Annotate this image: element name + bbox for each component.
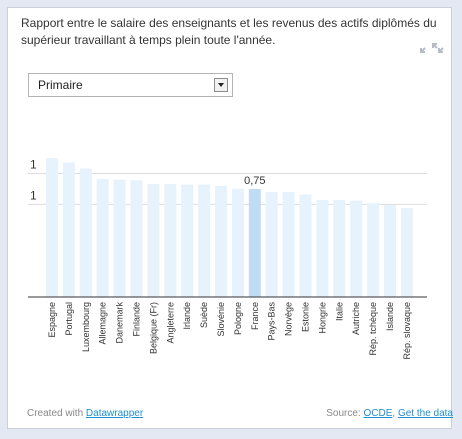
x-tick-label: France (250, 302, 260, 330)
bar (130, 180, 143, 297)
x-tick-label: Espagne (47, 302, 57, 338)
bar (46, 158, 58, 297)
bar (147, 183, 160, 297)
datawrapper-link[interactable]: Datawrapper (85, 408, 144, 419)
x-tick-label: Pologne (233, 302, 243, 335)
bar (350, 200, 363, 297)
level-select-value: Primaire (38, 78, 83, 92)
x-tick-label: Hongrie (317, 302, 327, 334)
bar (248, 188, 261, 297)
source-link[interactable]: OCDE (363, 408, 393, 419)
y-tick-label: 1 (30, 188, 37, 202)
bar (299, 194, 312, 297)
bar (215, 185, 227, 297)
y-tick-label: 1 (30, 158, 37, 172)
bar (231, 188, 244, 297)
x-tick-label: Danemark (115, 302, 125, 344)
bar (62, 162, 75, 297)
bar (367, 203, 380, 297)
footer-source: Source: OCDE, Get the data (326, 408, 453, 419)
bar (181, 184, 194, 297)
bar (79, 168, 92, 297)
bar (198, 184, 211, 297)
bar (96, 179, 109, 297)
x-tick-label: Estonie (301, 302, 311, 332)
level-select[interactable]: Primaire (28, 73, 233, 97)
x-tick-label: Slovénie (216, 302, 226, 337)
x-tick-label: Pays-Bas (267, 302, 277, 341)
chart-title: Rapport entre le salaire des enseignants… (21, 16, 437, 47)
x-tick-label: Suède (199, 302, 209, 328)
bar-chart: 1 1 Espagne Portugal Luxembourg Allemagne Dane… (28, 158, 427, 360)
fullscreen-icon[interactable] (420, 43, 444, 53)
footer-credit: Created with Datawrapper (27, 408, 143, 419)
x-tick-label: Belgique (Fr) (148, 302, 158, 354)
get-data-link[interactable]: Get the data (397, 408, 453, 419)
x-tick-label: Angleterre (165, 302, 175, 344)
x-tick-label: Allemagne (98, 302, 108, 345)
created-with-text: Created with (27, 408, 84, 419)
bar (282, 192, 295, 297)
x-tick-label: Luxembourg (81, 302, 91, 352)
x-tick-label: Norvège (284, 302, 294, 336)
x-tick-label: Rép. tchèque (368, 302, 378, 356)
x-tick-label: Finlande (132, 302, 142, 337)
chevron-down-icon[interactable] (214, 78, 228, 92)
x-tick-label: Rép. slovaque (402, 302, 412, 360)
bar (265, 192, 278, 297)
x-tick-label: Irlande (182, 302, 192, 330)
bar (400, 208, 413, 297)
data-label: 0,75 (244, 175, 265, 187)
x-tick-label: Portugal (64, 302, 74, 336)
bar (164, 183, 177, 297)
bar (113, 179, 126, 297)
x-tick-label: Islande (385, 302, 395, 331)
source-label: Source: (326, 408, 361, 419)
footer-separator: , (392, 408, 396, 419)
bar (316, 200, 329, 297)
x-tick-label: Italie (334, 302, 344, 321)
bar (333, 200, 346, 297)
bar (384, 204, 396, 297)
x-tick-label: Autriche (351, 302, 361, 335)
